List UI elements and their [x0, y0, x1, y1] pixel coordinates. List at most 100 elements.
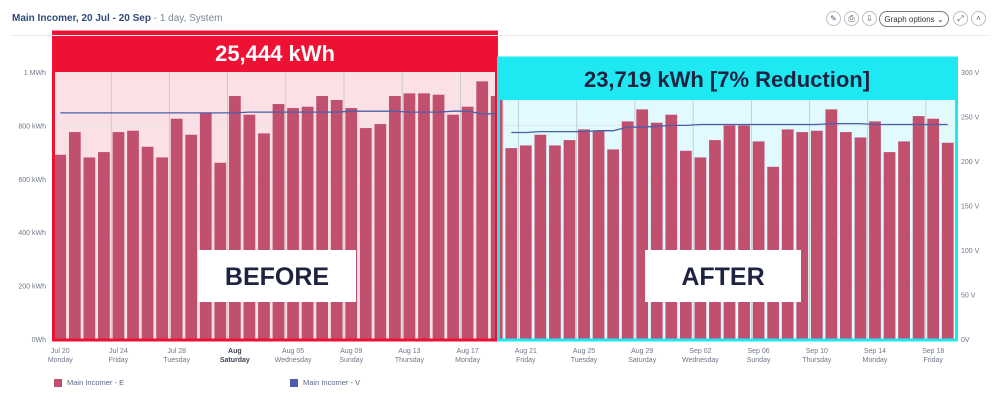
energy-bar	[941, 142, 954, 339]
x-tick-date-label: Aug 21	[515, 348, 537, 355]
energy-bar	[549, 145, 561, 339]
energy-bar	[301, 106, 314, 340]
x-tick-day-label: Wednesday	[275, 357, 312, 364]
energy-bar	[883, 152, 896, 339]
x-tick-day-label: Thursday	[802, 357, 832, 364]
x-tick-day-label: Monday	[48, 357, 73, 364]
x-tick-date-label: Sep 06	[748, 348, 770, 355]
energy-bar	[621, 121, 634, 340]
energy-bar	[636, 109, 649, 339]
energy-bar	[83, 157, 96, 339]
collapse-icon[interactable]: ˄	[971, 11, 986, 26]
after-total-text: 23,719 kWh [7% Reduction]	[584, 67, 870, 92]
x-tick-day-label: Thursday	[395, 357, 425, 364]
x-tick-date-label: Sep 18	[922, 348, 944, 355]
energy-bar	[54, 154, 67, 339]
x-tick-date-label: Aug 09	[340, 348, 362, 355]
energy-bar	[141, 146, 154, 339]
x-tick-day-label: Friday	[923, 357, 943, 364]
legend-swatch-energy	[54, 378, 62, 387]
energy-bar	[359, 128, 372, 339]
energy-bar	[228, 96, 241, 339]
page-title: Main Incomer, 20 Jul - 20 Sep - 1 day, S…	[12, 13, 223, 24]
before-label-box	[198, 250, 356, 302]
download-icon[interactable]: ⇩	[862, 11, 877, 26]
energy-bar	[374, 124, 387, 339]
energy-bar	[898, 141, 910, 339]
voltage-line-after	[511, 122, 948, 134]
energy-bar	[199, 113, 212, 339]
x-tick-date-label: Sep 10	[806, 348, 828, 355]
x-tick-date-label: Jul 24	[109, 348, 128, 355]
energy-bar	[243, 114, 256, 339]
y-left-tick-label: 600 kWh	[18, 177, 46, 184]
x-tick-date-label: Aug 13	[398, 348, 420, 355]
x-tick-date-label: Sep 14	[864, 348, 886, 355]
energy-bar	[912, 116, 925, 340]
energy-bar	[68, 132, 81, 339]
x-tick-day-label: Saturday	[220, 357, 250, 364]
energy-bar	[185, 134, 198, 339]
legend-swatch-voltage	[290, 378, 298, 387]
legend-label-energy: Main Incomer - E	[67, 378, 125, 387]
x-tick-date-label: Aug 05	[282, 348, 304, 355]
energy-bar	[679, 150, 692, 339]
x-tick-day-label: Friday	[516, 357, 536, 364]
before-total-banner	[53, 32, 497, 72]
voltage-line-before	[60, 110, 497, 115]
x-tick-day-label: Saturday	[628, 357, 657, 364]
x-tick-day-label: Monday	[455, 357, 480, 364]
energy-bar	[810, 130, 823, 339]
energy-bar	[578, 129, 590, 339]
energy-bar	[854, 137, 867, 339]
expand-icon[interactable]: ⤢	[953, 11, 968, 26]
energy-bar	[432, 94, 445, 339]
energy-bar	[170, 118, 183, 339]
x-tick-date-label: Jul 20	[51, 348, 70, 355]
energy-bar	[156, 157, 168, 339]
y-left-tick-label: 400 kWh	[18, 230, 46, 237]
x-tick-date-label: Sep 02	[689, 348, 711, 355]
y-right-tick-label: 100 V	[961, 248, 980, 255]
energy-bar	[825, 109, 838, 339]
energy-bar	[127, 130, 139, 339]
energy-bar	[709, 140, 721, 339]
before-label-text: BEFORE	[225, 263, 329, 291]
after-total-banner	[498, 58, 957, 100]
edit-icon[interactable]: ✎	[826, 11, 841, 26]
energy-bar	[112, 132, 125, 339]
y-right-tick-label: 0V	[961, 337, 970, 344]
y-left-tick-label: 1 MWh	[24, 70, 46, 77]
x-tick-date-label: Aug 29	[631, 348, 653, 355]
energy-bar	[796, 132, 809, 339]
energy-bar	[752, 141, 765, 339]
legend-item-energy[interactable]: Main Incomer - E	[54, 378, 124, 387]
legend-item-voltage[interactable]: Main Incomer - V	[290, 378, 360, 387]
energy-bar	[476, 81, 489, 339]
energy-bar	[272, 104, 285, 339]
energy-bar	[869, 121, 881, 340]
energy-bar	[534, 134, 547, 339]
energy-bar	[607, 149, 619, 339]
energy-bar	[840, 132, 852, 339]
graph-options-button[interactable]: Graph options ⌄	[879, 11, 949, 27]
y-left-tick-label: 200 kWh	[18, 284, 46, 291]
x-tick-date-label: Aug	[228, 348, 242, 355]
energy-bar	[665, 114, 678, 339]
energy-bar	[723, 125, 736, 340]
x-tick-day-label: Wednesday	[682, 357, 719, 364]
y-right-tick-label: 200 V	[961, 159, 980, 166]
x-tick-date-label: Jul 28	[167, 348, 186, 355]
x-tick-day-label: Monday	[863, 357, 888, 364]
energy-bar	[316, 96, 329, 339]
print-icon[interactable]: ⎙	[844, 11, 859, 26]
y-right-tick-label: 300 V	[961, 70, 980, 77]
x-tick-date-label: Aug 17	[457, 348, 479, 355]
energy-bar	[418, 93, 430, 339]
y-left-tick-label: 0Wh	[32, 337, 47, 344]
energy-bar	[781, 129, 794, 339]
energy-bar	[345, 108, 358, 339]
energy-bar	[447, 114, 459, 339]
widget-header: Main Incomer, 20 Jul - 20 Sep - 1 day, S…	[0, 0, 1000, 36]
